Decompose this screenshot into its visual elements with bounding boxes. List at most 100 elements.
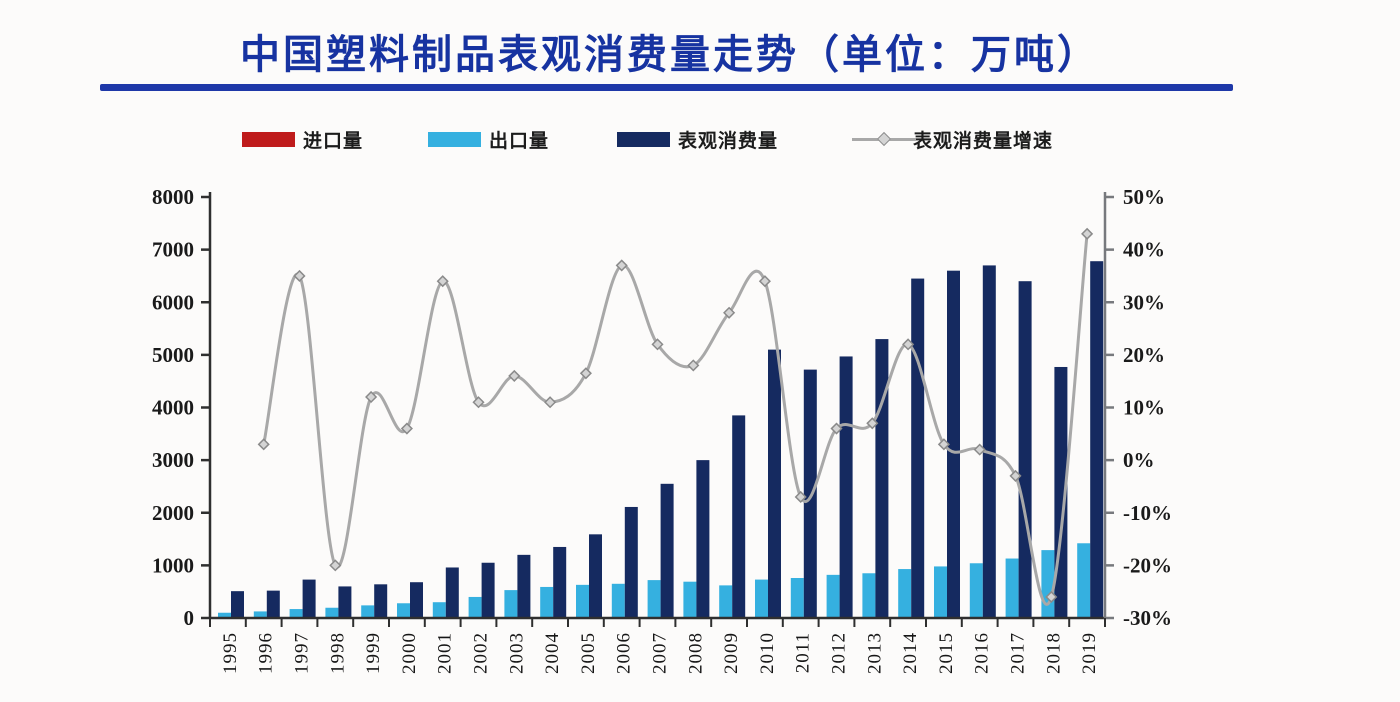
bar-出口量-2001	[432, 602, 446, 618]
svg-text:-20%: -20%	[1123, 553, 1172, 577]
growth-marker-icon	[723, 306, 736, 319]
svg-text:2004: 2004	[542, 632, 563, 674]
bar-表观消费量-2010	[768, 349, 781, 618]
bar-出口量-1995	[218, 612, 231, 618]
growth-marker-icon	[472, 396, 485, 409]
svg-text:0: 0	[184, 606, 195, 630]
bar-出口量-1998	[325, 607, 339, 618]
svg-text:1995: 1995	[220, 632, 241, 674]
title-underline-rule	[100, 84, 1233, 91]
svg-text:0%: 0%	[1123, 448, 1155, 472]
svg-text:2007: 2007	[650, 632, 671, 674]
bar-表观消费量-2015	[947, 270, 960, 618]
page-title: 中国塑料制品表观消费量走势（单位：万吨）	[240, 33, 1100, 77]
bar-出口量-1996	[253, 611, 267, 618]
bar-表观消费量-2003	[517, 554, 531, 618]
growth-marker-icon	[794, 490, 807, 504]
legend-label-export: 出口量	[489, 130, 550, 152]
svg-text:2000: 2000	[399, 632, 420, 674]
growth-marker-icon	[1009, 469, 1022, 482]
svg-text:1000: 1000	[152, 553, 194, 577]
growth-marker-icon	[830, 422, 843, 435]
bar-表观消费量-2000	[410, 582, 423, 618]
svg-text:2009: 2009	[721, 632, 742, 674]
svg-text:2003: 2003	[506, 632, 527, 674]
bar-出口量-2008	[683, 581, 697, 618]
growth-marker-icon	[902, 338, 915, 351]
growth-marker-icon	[1081, 227, 1094, 240]
bar-表观消费量-1997	[302, 579, 316, 618]
svg-text:2017: 2017	[1008, 632, 1029, 674]
bar-表观消费量-2017	[1018, 281, 1032, 618]
bar-出口量-2011	[790, 578, 804, 618]
growth-marker-icon	[579, 367, 592, 380]
growth-marker-icon	[257, 438, 270, 451]
svg-text:30%: 30%	[1123, 290, 1165, 314]
growth-marker-icon	[651, 338, 664, 351]
bar-表观消费量-2004	[553, 546, 567, 618]
legend-item-export: 出口量	[428, 127, 550, 152]
bar-表观消费量-1995	[231, 591, 244, 618]
import-swatch-icon	[242, 131, 295, 147]
bar-表观消费量-2012	[839, 356, 853, 618]
svg-text:2000: 2000	[152, 501, 194, 525]
bar-表观消费量-2009	[732, 415, 746, 618]
svg-text:2018: 2018	[1043, 632, 1064, 674]
svg-text:2005: 2005	[578, 632, 599, 674]
legend-item-growth: 表观消费量增速	[852, 127, 1054, 152]
bar-出口量-2019	[1077, 543, 1091, 618]
bar-表观消费量-2006	[624, 506, 638, 618]
bar-出口量-2005	[576, 584, 589, 618]
svg-text:5000: 5000	[152, 343, 194, 367]
growth-rate-line	[262, 233, 1089, 606]
bar-出口量-2004	[540, 586, 554, 618]
bar-出口量-2010	[755, 579, 768, 618]
svg-text:2001: 2001	[435, 632, 456, 674]
bar-出口量-2017	[1005, 558, 1019, 618]
svg-text:2016: 2016	[972, 632, 993, 674]
growth-marker-icon	[329, 559, 342, 572]
legend-item-import: 进口量	[242, 127, 364, 152]
bar-表观消费量-2002	[481, 562, 495, 618]
bar-出口量-2000	[397, 603, 410, 618]
growth-marker-icon	[508, 369, 521, 382]
svg-text:8000: 8000	[152, 185, 194, 209]
chart-legend: 进口量 出口量 表观消费量 表观消费量增速	[0, 127, 1400, 159]
legend-label-growth: 表观消费量增速	[913, 130, 1054, 152]
bar-表观消费量-2013	[875, 339, 889, 618]
bar-出口量-2015	[934, 566, 947, 618]
svg-text:1997: 1997	[292, 632, 313, 674]
svg-text:1999: 1999	[363, 632, 384, 674]
legend-label-import: 进口量	[303, 130, 364, 152]
svg-text:2008: 2008	[685, 632, 706, 674]
growth-marker-icon	[1045, 590, 1058, 604]
svg-text:2019: 2019	[1079, 632, 1100, 674]
svg-text:50%: 50%	[1123, 185, 1165, 209]
svg-text:2015: 2015	[936, 632, 957, 674]
bar-表观消费量-1996	[266, 590, 280, 618]
growth-marker-icon	[365, 390, 378, 404]
svg-text:-30%: -30%	[1123, 606, 1172, 630]
growth-marker-icon	[973, 443, 986, 456]
svg-text:2006: 2006	[614, 632, 635, 674]
bar-出口量-1997	[289, 609, 303, 618]
svg-text:2011: 2011	[793, 632, 814, 673]
bar-表观消费量-2014	[911, 278, 925, 618]
bar-表观消费量-2016	[982, 265, 996, 618]
svg-text:20%: 20%	[1123, 343, 1165, 367]
bar-表观消费量-1998	[338, 586, 352, 618]
svg-text:-10%: -10%	[1123, 501, 1172, 525]
bar-出口量-2002	[468, 596, 482, 618]
growth-marker-icon	[758, 275, 771, 288]
bar-表观消费量-1999	[374, 584, 388, 618]
growth-marker-icon	[544, 396, 557, 409]
export-swatch-icon	[428, 131, 481, 147]
growth-marker-icon	[687, 359, 700, 372]
bar-表观消费量-2005	[589, 534, 602, 618]
bar-表观消费量-2019	[1090, 261, 1104, 618]
bar-出口量-2006	[611, 583, 625, 618]
svg-text:40%: 40%	[1123, 238, 1165, 262]
bar-表观消费量-2007	[660, 483, 674, 618]
